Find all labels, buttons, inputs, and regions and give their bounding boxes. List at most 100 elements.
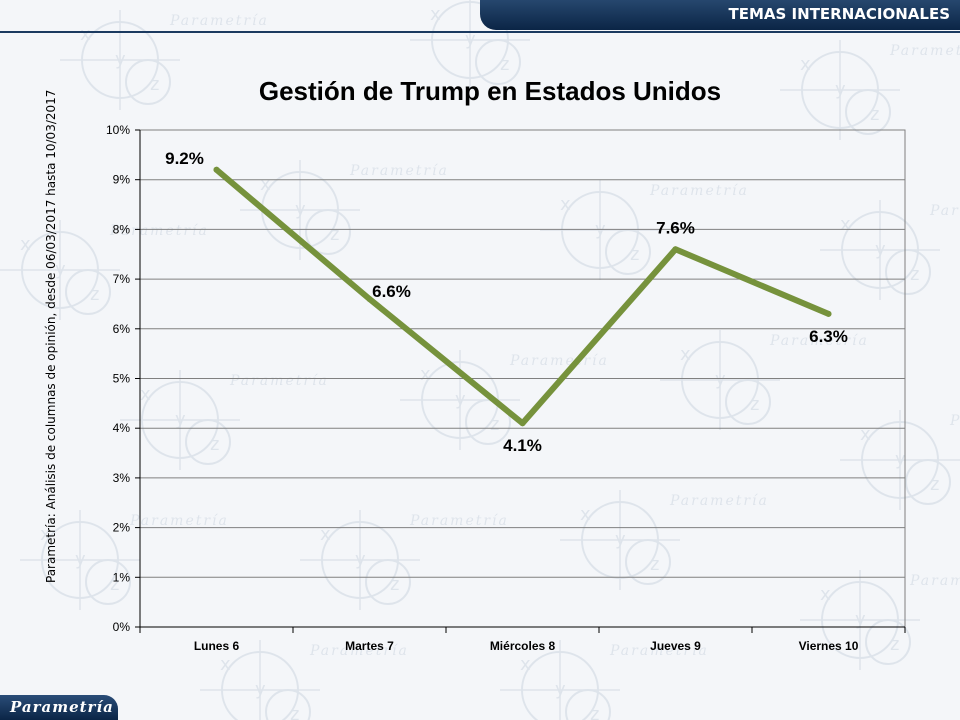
watermark-text: Parametría: [109, 223, 209, 239]
watermark-text: Parametría: [669, 493, 769, 509]
watermark-glyph: y: [835, 79, 846, 100]
y-tick-label: 4%: [113, 421, 131, 435]
y-tick-label: 1%: [113, 570, 131, 584]
watermark-glyph: y: [855, 609, 866, 630]
watermark-glyph: x: [820, 584, 831, 605]
watermark-glyph: x: [580, 504, 591, 525]
y-tick-label: 0%: [113, 620, 131, 634]
x-tick-label: Viernes 10: [799, 639, 859, 653]
watermark-glyph: y: [465, 29, 476, 50]
watermark-glyph: z: [890, 634, 899, 655]
watermark-glyph: x: [860, 424, 871, 445]
section-label: TEMAS INTERNACIONALES: [728, 5, 950, 23]
watermark-glyph: y: [255, 679, 266, 700]
watermark-glyph: y: [715, 369, 726, 390]
watermark-text: Parametría: [949, 413, 960, 429]
watermark-glyph: y: [355, 549, 366, 570]
watermark-glyph: z: [210, 434, 219, 455]
y-tick-label: 2%: [113, 521, 131, 535]
watermark-text: Parametría: [929, 203, 960, 219]
data-labels: 9.2% 6.6% 4.1% 7.6% 6.3%: [165, 149, 848, 455]
watermark-text: Parametría: [169, 13, 269, 29]
watermark-motif: x y z Parametría: [660, 330, 869, 430]
watermark-glyph: z: [110, 574, 119, 595]
watermark-glyph: x: [20, 234, 31, 255]
watermark-glyph: y: [455, 389, 466, 410]
watermark-text: Parametría: [909, 573, 960, 589]
watermark-glyph: z: [630, 244, 639, 265]
watermark-text: Parametría: [769, 333, 869, 349]
x-axis-ticks: Lunes 6 Martes 7 Miércoles 8 Jueves 9 Vierne…: [139, 627, 906, 653]
watermark-glyph: x: [840, 214, 851, 235]
watermark-motif: x y z Parametría: [800, 570, 960, 670]
data-point: [366, 295, 373, 302]
data-point: [213, 166, 220, 173]
watermark-glyph: z: [650, 554, 659, 575]
watermark-glyph: x: [80, 24, 91, 45]
watermark-glyph: z: [910, 264, 919, 285]
watermark-glyph: z: [390, 574, 399, 595]
x-tick-label: Miércoles 8: [490, 639, 556, 653]
watermark-glyph: x: [430, 4, 441, 25]
y-axis-ticks: 0% 1% 2% 3% 4% 5% 6% 7% 8% 9% 10%: [106, 123, 141, 634]
watermark-glyph: z: [290, 704, 299, 720]
watermark-glyph: z: [930, 474, 939, 495]
watermark-text: Parametría: [649, 183, 749, 199]
watermark-text: Parametría: [229, 373, 329, 389]
data-label: 4.1%: [503, 436, 542, 455]
watermark-glyph: z: [750, 394, 759, 415]
watermark-glyph: y: [115, 49, 126, 70]
gridlines: [139, 129, 906, 628]
y-tick-label: 3%: [113, 471, 131, 485]
watermark-glyph: y: [615, 529, 626, 550]
watermark-glyph: z: [490, 414, 499, 435]
series-line-group: [213, 166, 832, 427]
source-caption: Parametría: Análisis de columnas de opin…: [44, 89, 58, 583]
watermark-glyph: x: [260, 174, 271, 195]
data-point: [825, 310, 832, 317]
x-tick-label: Jueves 9: [650, 639, 701, 653]
series-line: [213, 166, 832, 427]
watermark-motif: x y z Parametría: [840, 410, 960, 510]
header-divider: [0, 31, 960, 33]
watermark-glyph: x: [420, 364, 431, 385]
data-point: [519, 420, 526, 427]
watermark-glyph: z: [330, 224, 339, 245]
watermark-glyph: y: [55, 259, 66, 280]
data-point: [672, 246, 679, 253]
footer-brand-logo: Parametría: [0, 695, 118, 720]
watermark-glyph: z: [500, 54, 509, 75]
watermark-glyph: z: [150, 74, 159, 95]
watermark-text: Parametría: [609, 643, 709, 659]
y-tick-label: 7%: [113, 272, 131, 286]
watermark-text: Parametría: [129, 513, 229, 529]
watermark-motif: x y z Parametría: [560, 490, 769, 590]
watermark-motif: x y z Parametría: [60, 10, 269, 110]
y-tick-label: 8%: [113, 222, 131, 236]
data-label: 6.3%: [809, 327, 848, 346]
watermark-glyph: x: [800, 54, 811, 75]
watermark-glyph: y: [75, 549, 86, 570]
data-label: 9.2%: [165, 149, 204, 168]
watermark-motif: x y z Parametría: [20, 510, 229, 610]
watermark-glyph: x: [560, 194, 571, 215]
y-tick-label: 9%: [113, 173, 131, 187]
data-label: 7.6%: [656, 218, 695, 237]
x-tick-label: Martes 7: [345, 639, 394, 653]
y-tick-label: 6%: [113, 322, 131, 336]
watermark-glyph: y: [895, 449, 906, 470]
y-tick-label: 5%: [113, 372, 131, 386]
watermark-glyph: x: [520, 654, 531, 675]
footer-brand-text: Parametría: [10, 698, 114, 716]
watermark-glyph: y: [555, 679, 566, 700]
watermark-glyph: x: [40, 524, 51, 545]
watermark-glyph: x: [680, 344, 691, 365]
